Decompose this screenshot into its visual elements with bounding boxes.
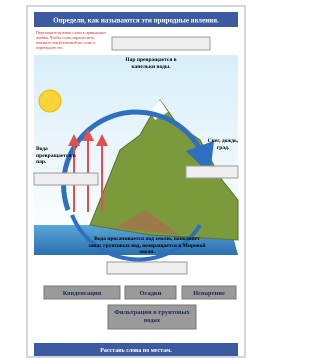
label-box: Снег, дождь, град. [206, 138, 240, 164]
answer-box[interactable] [186, 166, 238, 178]
label-box: Вода превращается в пар. [36, 146, 76, 172]
answer-box[interactable] [112, 37, 210, 50]
sun [39, 90, 61, 112]
footer-title: Расставь слова по местам. [100, 348, 172, 354]
diagram-label: Вода просачивается под землю, пополняет … [88, 236, 206, 256]
answer-box[interactable] [107, 262, 187, 274]
word[interactable]: Осадки [139, 290, 161, 297]
answer-box[interactable] [34, 173, 98, 185]
word[interactable]: Фильтрация в грунтовых водах [110, 309, 194, 324]
word[interactable]: Конденсация [63, 290, 102, 297]
instruction: Перетащите нужные слова в правильные яче… [36, 30, 108, 50]
word[interactable]: Испарение [193, 290, 225, 297]
title: Определи, как называются эти природные я… [53, 17, 219, 25]
diagram-label: Снег, дождь, град. [206, 138, 240, 151]
label-box: Вода просачивается под землю, пополняет … [88, 236, 206, 262]
label-box: Пар превращается в капельки воды. [116, 57, 186, 83]
diagram-label: Вода превращается в пар. [36, 146, 76, 166]
diagram-label: Пар превращается в капельки воды. [116, 57, 186, 70]
worksheet: Определи, как называются эти природные я… [0, 0, 255, 359]
word-box[interactable]: Фильтрация в грунтовых водах [110, 309, 194, 329]
